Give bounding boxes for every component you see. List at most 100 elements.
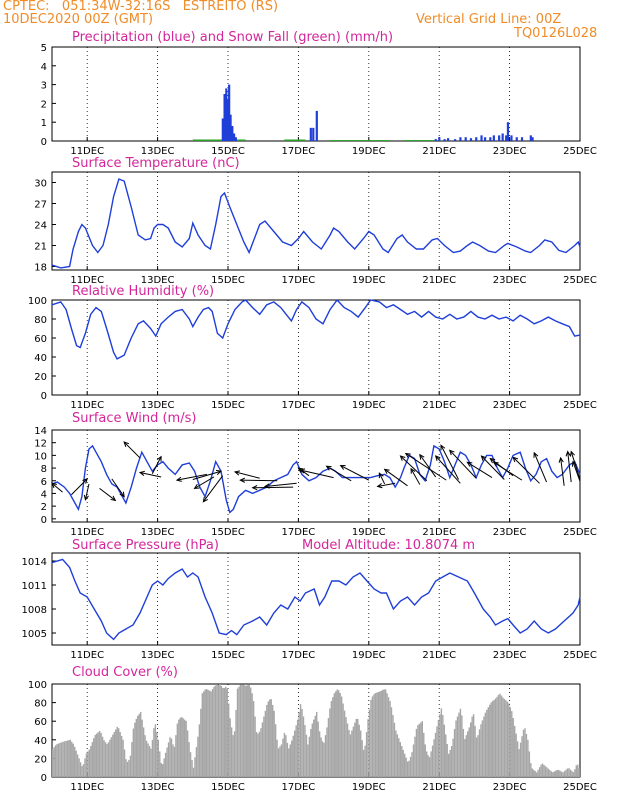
cloud-cover-bar <box>229 718 231 777</box>
wind-arrow-head <box>378 472 384 479</box>
wind-arrow <box>111 478 125 497</box>
cloud-cover-bar <box>106 744 108 777</box>
wind-arrow <box>176 473 207 481</box>
precipitation-bar <box>231 125 234 141</box>
cloud-cover-bar <box>572 772 575 777</box>
cloud-cover-bar <box>204 689 206 777</box>
x-tick-label: 13DEC <box>141 527 175 538</box>
x-tick-label: 13DEC <box>141 275 175 286</box>
cloud-cover-bar <box>511 711 513 777</box>
y-tick-label: 1 <box>41 118 47 129</box>
cloud-cover-bar <box>264 710 267 777</box>
wind-arrow-head <box>251 485 258 491</box>
cloud-cover-bar <box>556 769 558 777</box>
wind-arrow-head <box>480 455 487 461</box>
wind-arrow-head <box>434 455 441 461</box>
cloud-cover-bar <box>439 714 441 777</box>
precipitation-bar <box>315 110 318 141</box>
cloud-cover-bar <box>408 760 410 777</box>
precipitation-bar <box>438 137 441 141</box>
wind-arrow <box>440 444 460 480</box>
cloud-cover-bar <box>440 708 443 777</box>
cloud-cover-bar <box>241 684 243 777</box>
wind-arrow-head <box>558 456 564 463</box>
cloud-cover-bar <box>512 718 514 777</box>
cloud-cover-bar <box>162 764 164 777</box>
cloud-cover-bar <box>383 689 385 777</box>
wind-arrow <box>449 449 477 479</box>
panel-frame <box>51 171 581 271</box>
cloud-cover-bar <box>294 730 296 777</box>
cloud-cover-bar <box>220 685 223 777</box>
cloud-cover-bar <box>267 701 269 777</box>
cloud-cover-bar <box>314 715 316 777</box>
wind-arrow-head <box>410 467 416 474</box>
x-tick-label: 21DEC <box>422 275 456 286</box>
cloud-cover-bar <box>107 742 110 777</box>
cloud-cover-bar <box>338 690 340 777</box>
precipitation-bar <box>515 137 518 141</box>
y-tick-label: 1005 <box>22 629 47 640</box>
cloud-cover-bar <box>555 770 557 777</box>
cloud-cover-bar <box>236 688 239 777</box>
cloud-cover-bar <box>503 698 506 777</box>
precipitation-bar <box>501 133 504 141</box>
cloud-cover-bar <box>342 703 344 777</box>
cloud-cover-bar <box>398 738 400 777</box>
cloud-cover-bar <box>63 741 66 777</box>
cloud-cover-bar <box>93 738 95 777</box>
cloud-cover-bar <box>172 744 174 777</box>
wind-arrow <box>400 455 428 482</box>
cloud-cover-bar <box>98 731 101 777</box>
panel-title: Cloud Cover (%) <box>72 665 178 680</box>
cloud-cover-bar <box>330 701 333 777</box>
cloud-cover-bar <box>421 721 423 777</box>
cloud-cover-bar <box>493 699 495 777</box>
cloud-cover-bar <box>116 726 118 777</box>
cloud-cover-bar <box>233 731 236 777</box>
cloud-cover-bar <box>508 703 510 777</box>
cloud-cover-bar <box>376 692 378 777</box>
wind-arrow <box>298 467 310 477</box>
wind-arrow <box>240 479 278 482</box>
cloud-cover-bar <box>159 751 161 777</box>
panel-2: 11DEC 13DEC 15DEC 17DEC 19DEC 21DEC 23DEC 25DEC… <box>34 156 597 286</box>
cloud-cover-bar <box>404 753 406 777</box>
cloud-cover-bar <box>399 742 401 777</box>
cloud-cover-bar <box>72 743 74 777</box>
cloud-cover-bar <box>75 750 77 777</box>
x-tick-label: 17DEC <box>282 146 316 157</box>
cloud-cover-bar <box>402 749 404 777</box>
y-tick-label: 80 <box>34 699 47 710</box>
cloud-cover-bar <box>134 722 136 777</box>
cloud-cover-bar <box>157 739 159 777</box>
cloud-cover-bar <box>251 693 253 777</box>
x-tick-label: 11DEC <box>70 782 104 793</box>
cloud-cover-bar <box>518 749 520 777</box>
y-tick-label: 40 <box>34 353 47 364</box>
wind-arrow <box>139 472 162 478</box>
cloud-cover-bar <box>449 749 451 777</box>
cloud-cover-bar <box>242 684 245 777</box>
wind-arrow-head <box>123 441 130 447</box>
wind-arrow <box>419 454 437 478</box>
cloud-cover-bar <box>396 734 399 777</box>
wind-arrow-head <box>202 496 209 503</box>
cloud-cover-bar <box>261 722 264 777</box>
panel-title: Relative Humidity (%) <box>72 284 214 299</box>
y-tick-label: 1014 <box>22 557 47 568</box>
x-tick-label: 23DEC <box>493 782 527 793</box>
cloud-cover-bar <box>304 725 306 777</box>
cloud-cover-bar <box>269 699 271 777</box>
cloud-cover-bar <box>565 769 567 777</box>
cloud-cover-bar <box>574 769 576 777</box>
cloud-cover-bar <box>483 716 485 777</box>
cloud-cover-bar <box>453 728 456 777</box>
cloud-cover-bar <box>427 755 429 777</box>
precipitation-bar <box>489 137 492 141</box>
panel-title: Surface Pressure (hPa) <box>72 538 219 553</box>
cloud-cover-bar <box>163 758 165 777</box>
wind-arrow <box>326 465 352 482</box>
cloud-cover-bar <box>530 763 532 777</box>
panel-1: 11DEC 13DEC 15DEC 17DEC 19DEC 21DEC 23DEC 25DEC… <box>41 30 597 157</box>
